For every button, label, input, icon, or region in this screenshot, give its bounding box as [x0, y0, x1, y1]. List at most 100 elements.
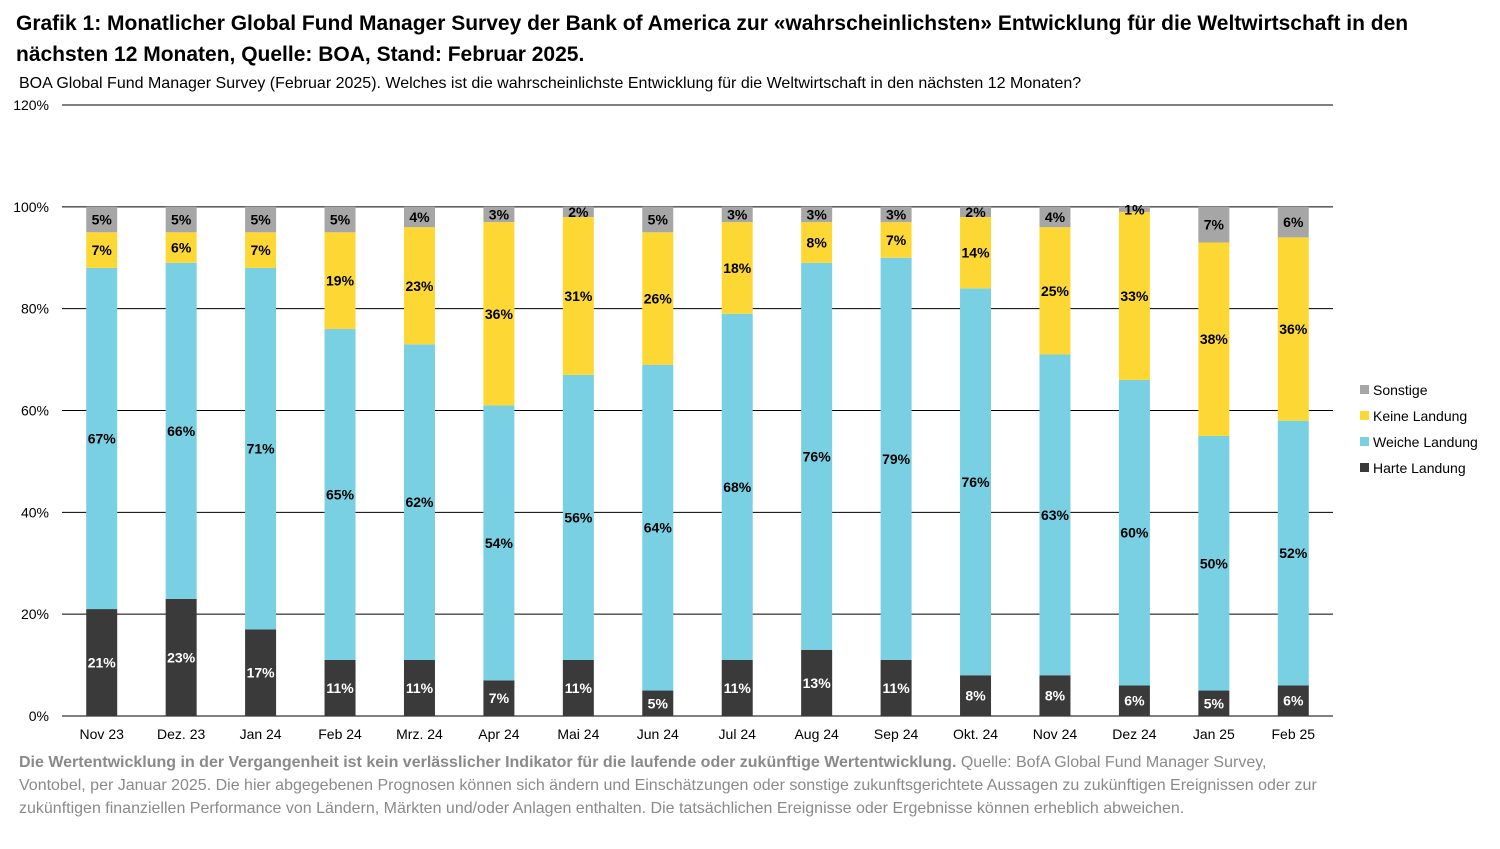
x-tick-label: Mrz. 24 [396, 726, 443, 742]
data-label: 64% [644, 520, 673, 536]
legend-label: Keine Landung [1373, 408, 1467, 424]
data-label: 7% [489, 690, 510, 706]
bar-segment [960, 206, 992, 218]
bar-segment [403, 227, 435, 345]
footnote-source: Quelle: BofA Global Fund Manager Survey,… [19, 754, 1317, 817]
bar-segment [1198, 206, 1230, 243]
data-label: 4% [409, 209, 430, 225]
bar-segment [562, 217, 594, 375]
data-label: 33% [1120, 288, 1149, 304]
data-label: 3% [489, 206, 510, 222]
bar-segment [86, 609, 118, 716]
x-tick-label: Nov 24 [1033, 726, 1078, 742]
legend-label: Sonstige [1373, 382, 1428, 398]
data-label: 2% [965, 204, 986, 220]
bar-segment [801, 222, 833, 263]
bar-segment [562, 206, 594, 218]
data-label: 3% [727, 206, 748, 222]
x-tick-label: Dez. 23 [157, 726, 205, 742]
data-label: 18% [723, 260, 752, 276]
bar-segment [880, 222, 912, 258]
footnote: Die Wertentwicklung in der Vergangenheit… [19, 751, 1319, 820]
y-tick-label: 120% [13, 97, 49, 113]
data-label: 11% [565, 680, 593, 696]
bar-segment [721, 222, 753, 314]
bar-segment [562, 374, 594, 660]
data-label: 60% [1120, 525, 1149, 541]
bar-segment [801, 206, 833, 223]
stacked-bar-chart: 0% 20% 40% 60% 80% 100% 120% 21% 67% 7% 5% Nov 23 23… [13, 97, 1478, 742]
data-label: 2% [568, 204, 589, 220]
data-label: 65% [326, 487, 355, 503]
data-label: 5% [648, 695, 669, 711]
y-tick-label: 100% [13, 199, 49, 215]
bar-segment [245, 206, 277, 233]
legend-swatch [1360, 437, 1369, 446]
data-label: 52% [1279, 545, 1308, 561]
bar-segment [483, 206, 515, 223]
data-label: 11% [326, 680, 354, 696]
y-tick-label: 20% [21, 606, 49, 622]
bar-segment [960, 288, 992, 676]
bar-segment [86, 267, 118, 610]
y-tick-label: 80% [21, 301, 49, 317]
bar-segment [1198, 690, 1230, 716]
y-tick-label: 40% [21, 504, 49, 520]
bar-segment [86, 206, 118, 233]
bar-segment [960, 675, 992, 716]
chart-title: Grafik 1: Monatlicher Global Fund Manage… [16, 12, 1409, 66]
data-label: 5% [171, 212, 192, 228]
data-label: 8% [1045, 688, 1066, 704]
bar-segment [165, 262, 197, 599]
bar-segment [1039, 675, 1071, 716]
x-tick-label: Apr 24 [478, 726, 519, 742]
legend-swatch [1360, 411, 1369, 420]
x-tick-label: Feb 25 [1271, 726, 1315, 742]
data-label: 5% [330, 212, 351, 228]
data-label: 66% [167, 423, 196, 439]
bar-segment [1039, 206, 1071, 228]
data-label: 3% [807, 206, 828, 222]
bar-segment [324, 206, 356, 233]
data-label: 67% [88, 431, 117, 447]
data-label: 7% [886, 232, 907, 248]
data-label: 79% [882, 451, 911, 467]
x-tick-label: Dez 24 [1112, 726, 1157, 742]
bar-segment [1198, 435, 1230, 691]
footnote-disclaimer: Die Wertentwicklung in der Vergangenheit… [19, 754, 957, 771]
bar-segment [801, 262, 833, 650]
data-label: 6% [1283, 214, 1304, 230]
bar-segment [1118, 379, 1150, 686]
data-label: 11% [882, 680, 910, 696]
bar-segment [721, 313, 753, 660]
x-tick-label: Nov 23 [80, 726, 125, 742]
data-label: 17% [247, 665, 276, 681]
bar-segment [86, 232, 118, 268]
data-label: 5% [648, 212, 669, 228]
data-label: 38% [1200, 331, 1229, 347]
bar-segment [483, 405, 515, 681]
x-tick-label: Feb 24 [318, 726, 362, 742]
legend-label: Weiche Landung [1373, 434, 1478, 450]
data-label: 11% [724, 680, 752, 696]
bar-segment [721, 659, 753, 716]
data-label: 36% [485, 306, 514, 322]
bar-segment [1198, 242, 1230, 436]
data-label: 23% [405, 278, 434, 294]
bar-segment [880, 257, 912, 660]
data-label: 71% [247, 441, 276, 457]
chart-subtitle: BOA Global Fund Manager Survey (Februar … [19, 75, 1082, 92]
bar-segment [1118, 206, 1150, 212]
data-label: 31% [564, 288, 593, 304]
x-tick-label: Jan 25 [1193, 726, 1235, 742]
data-label: 5% [1204, 695, 1225, 711]
data-label: 8% [807, 234, 828, 250]
data-label: 3% [886, 206, 907, 222]
bar-segment [562, 659, 594, 716]
bar-segment [1118, 685, 1150, 716]
x-tick-label: Jul 24 [719, 726, 757, 742]
data-label: 19% [326, 273, 355, 289]
bar-segment [245, 267, 277, 630]
data-label: 6% [1283, 693, 1304, 709]
bar-segment [324, 659, 356, 716]
